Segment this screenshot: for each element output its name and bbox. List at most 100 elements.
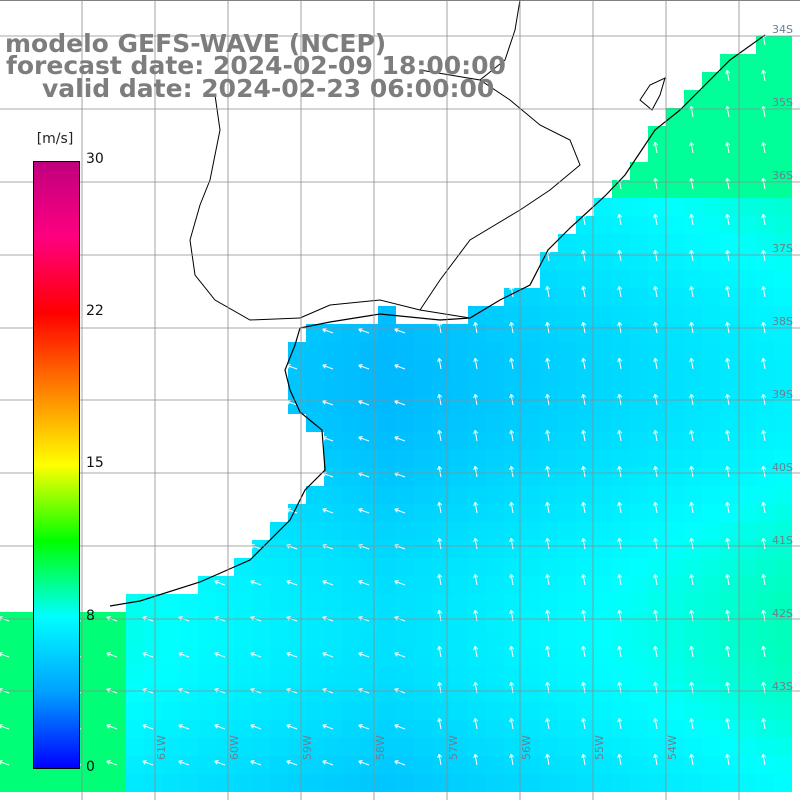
wind-speed-cell bbox=[414, 612, 432, 630]
wind-speed-cell bbox=[162, 702, 180, 720]
wind-speed-cell bbox=[774, 396, 792, 414]
wind-speed-cell bbox=[594, 576, 612, 594]
wind-speed-cell bbox=[684, 522, 702, 540]
wind-arrow bbox=[725, 753, 731, 766]
wind-speed-cell bbox=[630, 702, 648, 720]
wind-speed-cell bbox=[324, 666, 342, 684]
model-title: modelo GEFS-WAVE (NCEP) bbox=[5, 29, 387, 58]
wind-speed-cell bbox=[774, 72, 792, 90]
wind-speed-cell bbox=[432, 414, 450, 432]
wind-arrow bbox=[358, 723, 370, 730]
wind-arrow bbox=[473, 429, 479, 442]
wind-speed-cell bbox=[756, 486, 774, 504]
wind-speed-cell bbox=[234, 756, 252, 774]
wind-speed-cell bbox=[612, 702, 630, 720]
wind-speed-cell bbox=[738, 414, 756, 432]
wind-arrow bbox=[437, 465, 443, 478]
wind-arrow bbox=[689, 249, 695, 262]
wind-speed-cell bbox=[396, 702, 414, 720]
wind-arrow bbox=[545, 645, 551, 658]
wind-arrow bbox=[394, 759, 406, 766]
wind-speed-cell bbox=[630, 684, 648, 702]
wind-speed-cell bbox=[756, 162, 774, 180]
wind-speed-cell bbox=[756, 306, 774, 324]
wind-speed-cell bbox=[594, 198, 612, 216]
wind-arrow bbox=[617, 285, 623, 298]
wind-arrow bbox=[545, 393, 551, 406]
wind-speed-cell bbox=[378, 324, 396, 342]
wind-speed-cell bbox=[234, 702, 252, 720]
wind-speed-cell bbox=[648, 738, 666, 756]
wind-speed-cell bbox=[234, 666, 252, 684]
wind-speed-cell bbox=[108, 666, 126, 684]
wind-speed-cell bbox=[666, 486, 684, 504]
wind-speed-cell bbox=[108, 738, 126, 756]
wind-speed-cell bbox=[450, 684, 468, 702]
wind-speed-cell bbox=[486, 432, 504, 450]
wind-arrow bbox=[473, 573, 479, 586]
wind-speed-cell bbox=[378, 468, 396, 486]
wind-speed-cell bbox=[774, 522, 792, 540]
wind-speed-cell bbox=[18, 648, 36, 666]
wind-arrow bbox=[725, 285, 731, 298]
wind-arrow bbox=[653, 357, 659, 370]
wind-speed-cell bbox=[486, 504, 504, 522]
wind-speed-cell bbox=[594, 540, 612, 558]
wind-speed-cell bbox=[702, 270, 720, 288]
wind-arrow bbox=[322, 579, 334, 586]
wind-speed-cell bbox=[612, 666, 630, 684]
wind-arrow bbox=[725, 393, 731, 406]
wind-speed-cell bbox=[774, 36, 792, 54]
wind-speed-cell bbox=[702, 468, 720, 486]
wind-speed-cell bbox=[504, 558, 522, 576]
wind-speed-cell bbox=[360, 342, 378, 360]
wind-speed-cell bbox=[396, 774, 414, 792]
wind-speed-cell bbox=[378, 738, 396, 756]
wind-speed-cell bbox=[522, 666, 540, 684]
wind-speed-cell bbox=[648, 558, 666, 576]
wind-speed-cell bbox=[486, 738, 504, 756]
wind-speed-cell bbox=[756, 90, 774, 108]
wind-speed-cell bbox=[342, 612, 360, 630]
wind-speed-cell bbox=[774, 198, 792, 216]
wind-speed-cell bbox=[198, 738, 216, 756]
wind-speed-cell bbox=[504, 702, 522, 720]
wind-speed-cell bbox=[486, 648, 504, 666]
wind-speed-cell bbox=[486, 702, 504, 720]
wind-speed-cell bbox=[684, 90, 702, 108]
wind-speed-cell bbox=[378, 612, 396, 630]
wind-speed-cell bbox=[612, 630, 630, 648]
wind-arrow bbox=[509, 393, 515, 406]
wind-speed-cell bbox=[450, 756, 468, 774]
wind-speed-cell bbox=[342, 432, 360, 450]
wind-speed-cell bbox=[18, 612, 36, 630]
wind-speed-cell bbox=[630, 738, 648, 756]
wind-arrow bbox=[761, 357, 767, 370]
wind-speed-cell bbox=[126, 684, 144, 702]
wind-speed-cell bbox=[342, 324, 360, 342]
wind-speed-cell bbox=[270, 612, 288, 630]
wind-speed-cell bbox=[450, 648, 468, 666]
lat-label: 41S bbox=[772, 534, 793, 547]
wind-speed-cell bbox=[702, 180, 720, 198]
wind-speed-cell bbox=[666, 180, 684, 198]
wind-speed-cell bbox=[342, 540, 360, 558]
wind-speed-cell bbox=[342, 648, 360, 666]
wind-speed-cell bbox=[558, 756, 576, 774]
wind-arrow bbox=[581, 501, 587, 514]
wind-speed-cell bbox=[252, 774, 270, 792]
wind-speed-cell bbox=[360, 774, 378, 792]
wind-arrow bbox=[394, 327, 406, 334]
wind-speed-cell bbox=[450, 702, 468, 720]
wind-speed-cell bbox=[0, 630, 18, 648]
wind-speed-cell bbox=[558, 252, 576, 270]
wind-speed-cell bbox=[486, 414, 504, 432]
wind-arrow bbox=[725, 69, 731, 82]
wind-speed-cell bbox=[756, 558, 774, 576]
wind-speed-cell bbox=[558, 288, 576, 306]
wind-arrow bbox=[545, 465, 551, 478]
wind-speed-cell bbox=[522, 720, 540, 738]
wind-speed-cell bbox=[738, 72, 756, 90]
wind-speed-cell bbox=[126, 738, 144, 756]
wind-speed-cell bbox=[396, 594, 414, 612]
